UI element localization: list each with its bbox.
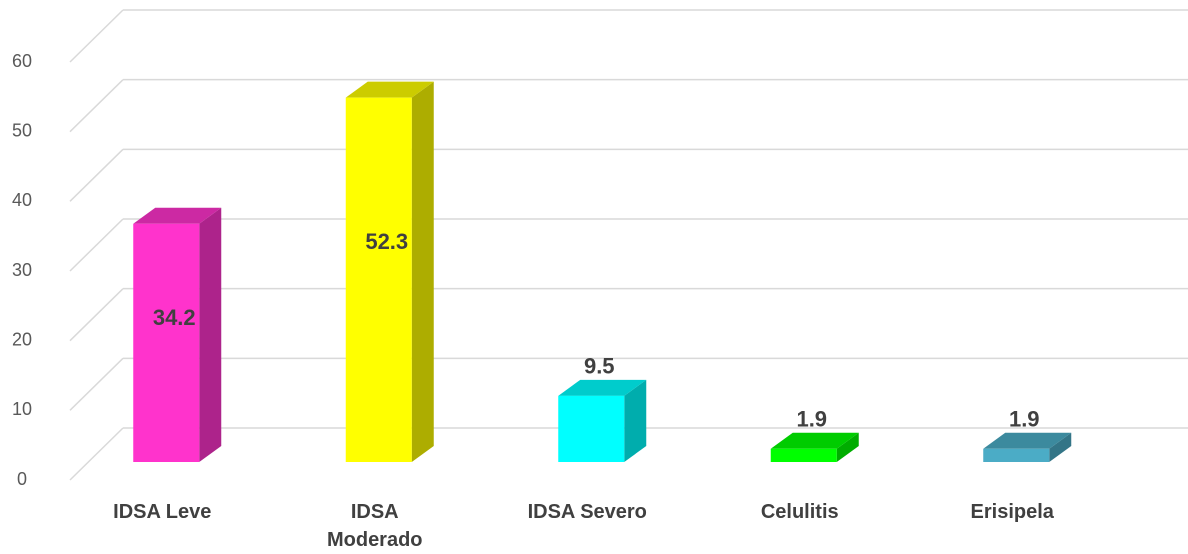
bar-top <box>558 379 647 396</box>
bar-side <box>411 81 434 462</box>
value-label: 9.5 <box>584 354 615 379</box>
bar <box>558 395 625 462</box>
bar <box>345 97 412 462</box>
bar-side <box>624 379 647 462</box>
bar <box>983 448 1050 462</box>
y-tick-label: 40 <box>12 190 32 210</box>
value-label: 52.3 <box>365 229 408 254</box>
grid-line <box>69 218 124 272</box>
grid-line <box>69 148 124 202</box>
bar <box>133 223 200 462</box>
grid-line <box>69 427 124 481</box>
y-tick-label: 20 <box>12 329 32 349</box>
y-tick-label: 30 <box>12 260 32 280</box>
value-label: 34.2 <box>153 305 196 330</box>
bar-top <box>133 207 222 224</box>
x-tick-label: Erisipela <box>970 501 1054 523</box>
grid-line <box>69 79 124 133</box>
bar-top <box>345 81 434 98</box>
bar-top <box>983 432 1072 449</box>
value-label: 1.9 <box>796 407 827 432</box>
bar-side <box>199 207 222 462</box>
y-tick-label: 50 <box>12 120 32 140</box>
x-tick-label: IDSA Severo <box>527 501 647 523</box>
x-tick-label: IDSA Moderado <box>326 501 423 551</box>
value-label: 1.9 <box>1009 407 1040 432</box>
x-tick-label: IDSA Leve <box>113 501 212 523</box>
y-tick-label: 10 <box>12 399 32 419</box>
bar-side <box>836 432 859 462</box>
grid-line <box>69 288 124 342</box>
grid-line <box>69 357 124 411</box>
y-tick-label: 60 <box>12 51 32 71</box>
bar-top <box>770 432 859 449</box>
bar <box>770 448 837 462</box>
y-tick-label: 0 <box>17 469 27 489</box>
bar-side <box>1049 432 1072 462</box>
x-tick-label: Celulitis <box>760 501 839 523</box>
grid-line <box>69 9 124 63</box>
